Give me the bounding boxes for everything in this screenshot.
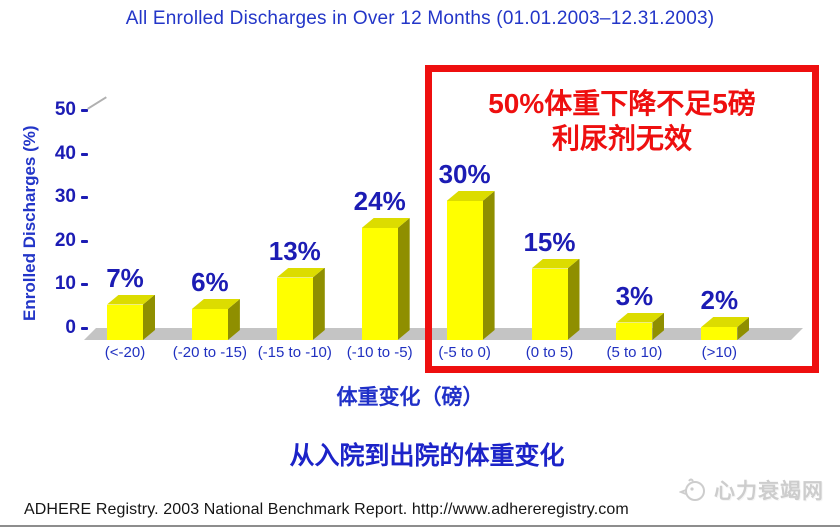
x-tick-label: (>10) [701, 344, 738, 361]
y-tick-mark [81, 283, 88, 287]
bar-side-face [568, 259, 580, 341]
bar-front-face [361, 228, 398, 340]
bar-value-label: 7% [106, 262, 144, 293]
heart-failure-net-logo-icon [679, 477, 709, 503]
y-tick-mark [81, 327, 88, 330]
bar-(0 to 5) [531, 259, 580, 341]
x-tick-label: (5 to 10) [606, 344, 663, 361]
annotation-text: 50%体重下降不足5磅 利尿剂无效 [425, 86, 819, 156]
annotation-line-1: 50%体重下降不足5磅 [488, 88, 756, 119]
y-tick-mark [81, 196, 88, 200]
bar-value-label: 3% [615, 280, 654, 311]
bar-top-face [277, 268, 325, 278]
axis-3d-edge [87, 96, 107, 110]
y-tick-label: 50 [54, 99, 76, 120]
bar-top-face [701, 317, 749, 327]
bar-(<-20) [107, 295, 155, 341]
bar-front-face [107, 304, 143, 340]
highlight-box [425, 65, 819, 373]
bar-front-face [701, 327, 738, 340]
bar-(5 to 10) [616, 313, 664, 340]
y-tick-mark [81, 109, 88, 112]
y-tick-label: 30 [54, 186, 76, 208]
bar-(>10) [701, 317, 749, 340]
y-tick-mark [81, 239, 88, 243]
chart-title: All Enrolled Discharges in Over 12 Month… [125, 8, 715, 29]
bar-value-label: 15% [523, 226, 576, 257]
bar-front-face [446, 201, 483, 340]
bar-front-face [276, 277, 313, 340]
bar-value-label: 30% [438, 159, 491, 189]
y-tick-label: 40 [54, 142, 76, 164]
bar-front-face [531, 268, 568, 340]
bar-side-face [228, 299, 240, 340]
bar-side-face [143, 295, 155, 341]
x-tick-label: (-20 to -15) [172, 344, 247, 361]
bar-(-10 to -5) [361, 218, 410, 340]
bar-value-label: 2% [700, 285, 739, 315]
watermark: 心力衰竭网 [679, 475, 824, 505]
bar-side-face [313, 268, 325, 341]
source-citation: ADHERE Registry. 2003 National Benchmark… [24, 501, 629, 518]
y-tick-label: 10 [54, 273, 76, 295]
bar-top-face [447, 191, 495, 201]
bar-top-face [616, 313, 664, 323]
bar-(-15 to -10) [276, 268, 325, 341]
slide-subtitle: 从入院到出院的体重变化 [289, 442, 565, 470]
bar-front-face [616, 322, 653, 340]
bar-side-face [483, 191, 495, 340]
y-tick-mark [81, 152, 88, 156]
x-tick-label: (-15 to -10) [257, 344, 332, 361]
bar-top-face [107, 295, 155, 305]
bar-(-20 to -15) [191, 299, 240, 340]
x-tick-label: (0 to 5) [525, 344, 574, 361]
y-tick-label: 0 [65, 317, 76, 338]
annotation-line-2: 利尿剂无效 [551, 123, 692, 154]
bar-side-face [398, 218, 410, 340]
bar-top-face [192, 299, 240, 309]
y-tick-label: 20 [54, 229, 76, 251]
bar-front-face [191, 309, 228, 340]
watermark-text: 心力衰竭网 [714, 480, 824, 503]
bar-top-face [362, 218, 410, 228]
bar-top-face [532, 259, 580, 269]
bar-value-label: 24% [353, 186, 406, 216]
bar-(-5 to 0) [446, 191, 495, 340]
x-axis-title: 体重变化（磅） [336, 386, 484, 409]
bottom-divider [0, 525, 840, 527]
x-tick-label: (-5 to 0) [438, 344, 491, 361]
bar-value-label: 6% [191, 267, 229, 297]
x-tick-label: (<-20) [104, 344, 146, 361]
bar-value-label: 13% [268, 235, 321, 266]
x-tick-label: (-10 to -5) [346, 344, 413, 361]
